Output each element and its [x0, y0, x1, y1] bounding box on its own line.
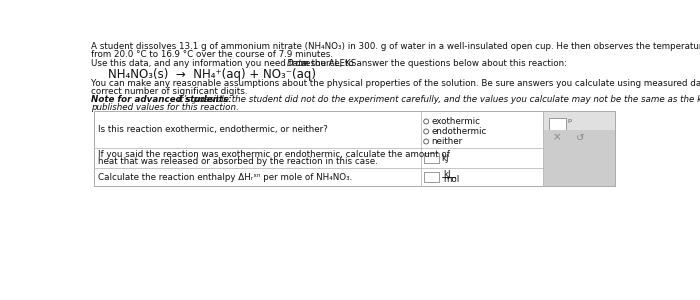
- Text: If you said the reaction was exothermic or endothermic, calculate the amount of: If you said the reaction was exothermic …: [97, 150, 449, 159]
- Bar: [550, 118, 566, 130]
- Circle shape: [424, 139, 428, 144]
- Text: mol: mol: [443, 176, 459, 184]
- Bar: [94, 111, 615, 186]
- Text: kJ: kJ: [443, 170, 451, 179]
- Text: Calculate the reaction enthalpy ΔHᵣˣⁿ per mole of NH₄NO₃.: Calculate the reaction enthalpy ΔHᵣˣⁿ pe…: [97, 173, 352, 182]
- Bar: [424, 172, 440, 182]
- Text: Is this reaction exothermic, endothermic, or neither?: Is this reaction exothermic, endothermic…: [97, 125, 328, 134]
- Circle shape: [424, 129, 428, 134]
- Text: endothermic: endothermic: [432, 127, 487, 136]
- Text: it’s possible the student did not do the experiment carefully, and the values yo: it’s possible the student did not do the…: [175, 95, 700, 104]
- Text: Data: Data: [287, 59, 307, 68]
- Text: published values for this reaction.: published values for this reaction.: [92, 103, 239, 112]
- Bar: [543, 111, 615, 186]
- Text: heat that was released or absorbed by the reaction in this case.: heat that was released or absorbed by th…: [97, 158, 377, 166]
- Text: ×: ×: [552, 133, 561, 142]
- Text: from 20.0 °C to 16.9 °C over the course of 7.9 minutes.: from 20.0 °C to 16.9 °C over the course …: [92, 50, 333, 59]
- Bar: [543, 111, 615, 186]
- Text: Use this data, and any information you need from the ALEKS: Use this data, and any information you n…: [92, 59, 360, 68]
- Bar: [424, 153, 440, 163]
- Circle shape: [424, 119, 428, 124]
- Text: ↺: ↺: [575, 133, 584, 142]
- Text: kJ: kJ: [442, 154, 449, 163]
- Text: neither: neither: [432, 137, 463, 146]
- Text: Note for advanced students:: Note for advanced students:: [92, 95, 232, 104]
- Bar: [543, 130, 615, 186]
- Text: correct number of significant digits.: correct number of significant digits.: [92, 87, 248, 96]
- Text: resource, to answer the questions below about this reaction:: resource, to answer the questions below …: [299, 59, 567, 68]
- Text: p: p: [567, 118, 571, 123]
- Text: NH₄NO₃(s)  →  NH₄⁺(aq) + NO₃⁻(aq): NH₄NO₃(s) → NH₄⁺(aq) + NO₃⁻(aq): [108, 68, 316, 81]
- Text: A student dissolves 13.1 g of ammonium nitrate (NH₄NO₃) in 300. g of water in a : A student dissolves 13.1 g of ammonium n…: [92, 42, 700, 51]
- Text: You can make any reasonable assumptions about the physical properties of the sol: You can make any reasonable assumptions …: [92, 79, 700, 88]
- Text: exothermic: exothermic: [432, 117, 481, 126]
